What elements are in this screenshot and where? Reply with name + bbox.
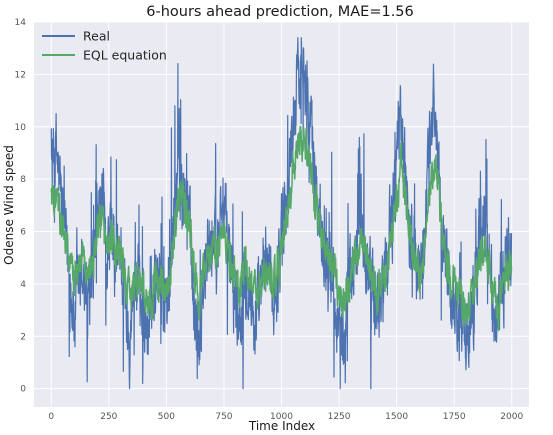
- x-tick-label: 1250: [328, 412, 351, 422]
- x-tick-label: 1750: [443, 412, 466, 422]
- x-axis-ticks: 0 250 500 750 1000 1250 1500 1750 2000: [48, 412, 523, 422]
- legend: Real EQL equation: [42, 29, 167, 63]
- chart-title: 6-hours ahead prediction, MAE=1.56: [146, 4, 414, 20]
- x-tick-label: 2000: [500, 412, 523, 422]
- x-tick-label: 500: [158, 412, 175, 422]
- y-axis-label: Odense Wind speed: [2, 145, 16, 265]
- y-tick-label: 12: [15, 70, 26, 80]
- y-tick-label: 6: [20, 228, 26, 238]
- legend-label: Real: [83, 29, 110, 44]
- y-tick-label: 14: [15, 18, 27, 28]
- x-tick-label: 250: [100, 412, 117, 422]
- legend-label: EQL equation: [83, 48, 167, 63]
- x-tick-label: 750: [215, 412, 232, 422]
- grid-lines: [34, 21, 529, 407]
- y-tick-label: 2: [20, 332, 26, 342]
- x-tick-label: 0: [48, 412, 54, 422]
- series-lines: [50, 37, 513, 390]
- x-tick-label: 1000: [270, 412, 293, 422]
- y-tick-label: 8: [20, 175, 26, 185]
- x-tick-label: 1500: [385, 412, 408, 422]
- y-tick-label: 0: [20, 385, 26, 395]
- series-line-eql: [50, 126, 513, 332]
- series-line-real: [50, 37, 513, 390]
- y-axis-ticks: 0 2 4 6 8 10 12 14: [15, 18, 27, 395]
- x-axis-label: Time Index: [248, 419, 315, 433]
- y-tick-label: 4: [20, 280, 26, 290]
- y-tick-label: 10: [15, 123, 27, 133]
